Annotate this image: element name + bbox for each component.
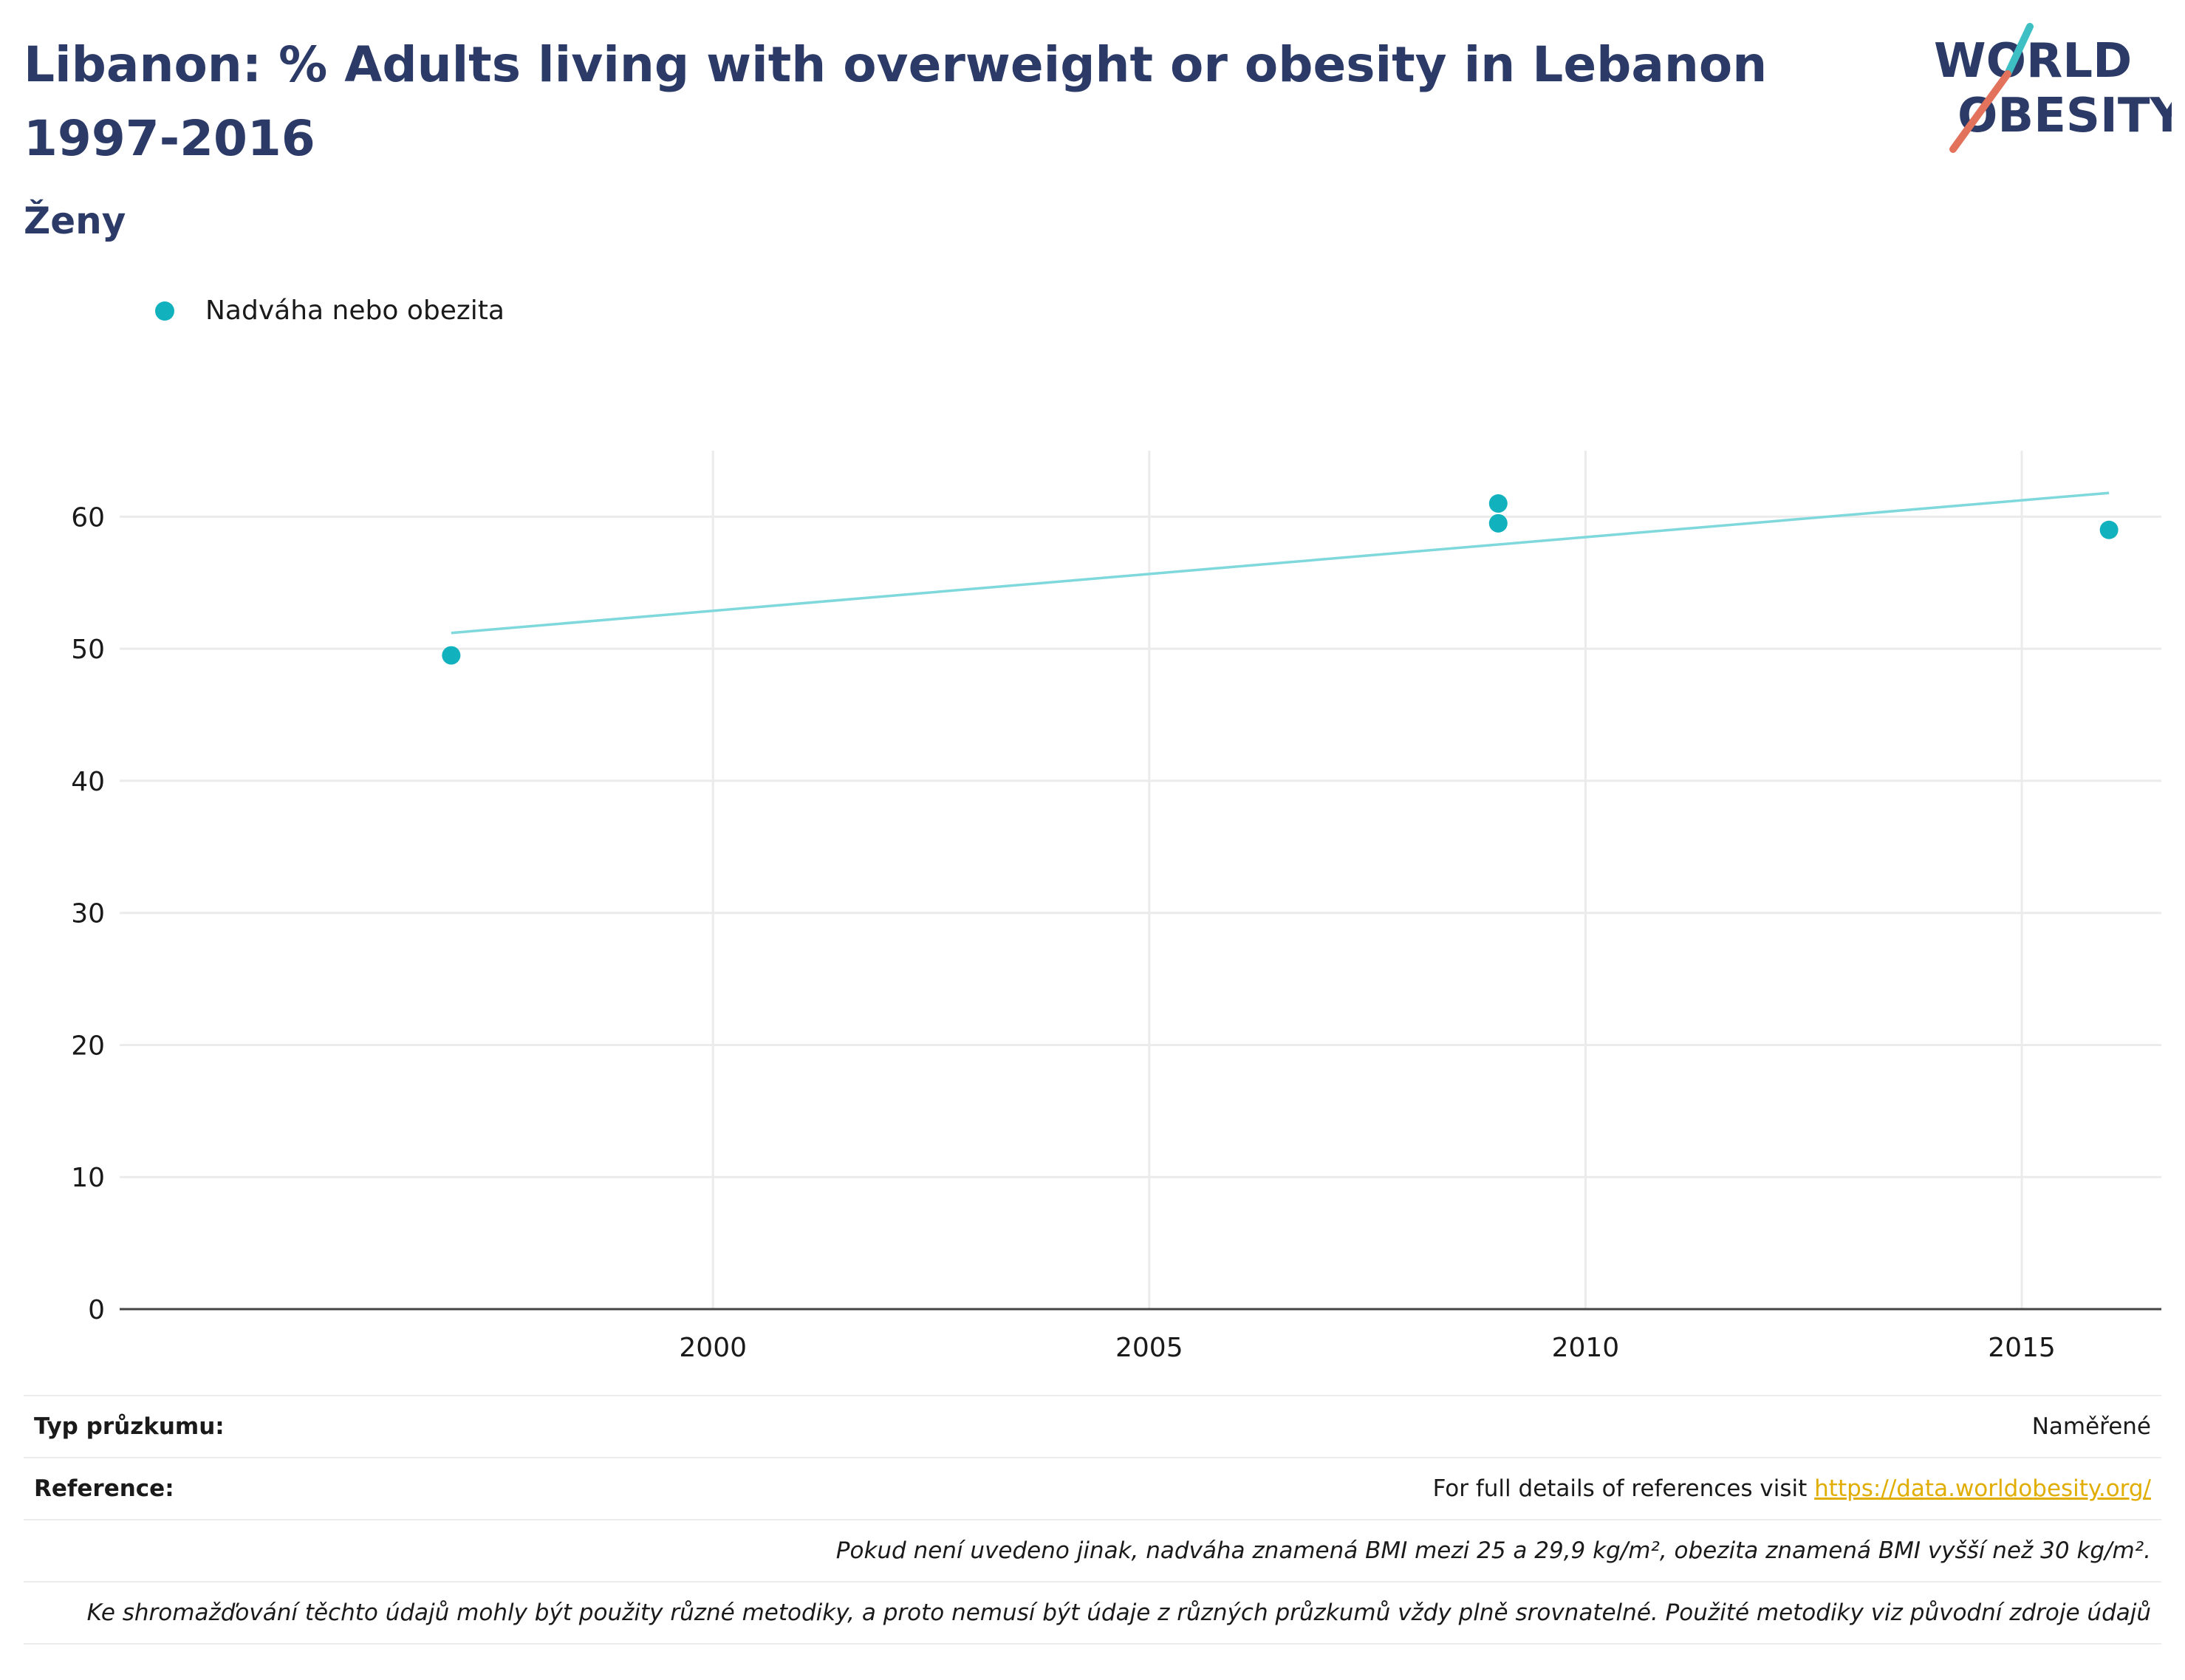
x-tick-label: 2015 <box>1988 1333 2056 1363</box>
legend: Nadváha nebo obezita <box>155 296 505 326</box>
note-bmi: Pokud není uvedeno jinak, nadváha znamen… <box>24 1519 2161 1582</box>
data-point <box>1488 494 1508 513</box>
reference-text: For full details of references visit <box>1432 1475 1815 1502</box>
survey-type-label: Typ průzkumu: <box>24 1395 499 1458</box>
chart-title: Libanon: % Adults living with overweight… <box>24 36 1768 167</box>
x-tick-label: 2010 <box>1552 1333 1620 1363</box>
note-methods: Ke shromažďování těchto údajů mohly být … <box>24 1581 2161 1645</box>
y-tick-label: 60 <box>71 502 105 533</box>
logo-text-world: WORLD <box>1934 34 2132 89</box>
trendline <box>451 491 2110 635</box>
data-point <box>2099 520 2119 539</box>
legend-marker <box>155 301 174 321</box>
y-tick-label: 10 <box>71 1163 105 1193</box>
y-tick-label: 50 <box>71 635 105 665</box>
note-row-bmi: Pokud není uvedeno jinak, nadváha znamen… <box>24 1519 2161 1582</box>
legend-label: Nadváha nebo obezita <box>205 296 505 326</box>
logo-slash-coral <box>1949 70 2011 153</box>
reference-label: Reference: <box>24 1457 499 1520</box>
data-point <box>442 646 461 665</box>
info-table: Typ průzkumu: Naměřené Reference: For fu… <box>24 1395 2161 1645</box>
logo-slash-teal <box>2004 23 2034 78</box>
x-tick-label: 2000 <box>679 1333 747 1363</box>
survey-type-row: Typ průzkumu: Naměřené <box>24 1395 2161 1458</box>
reference-value: For full details of references visit htt… <box>498 1457 2161 1520</box>
chart-subtitle: Ženy <box>24 199 126 242</box>
reference-row: Reference: For full details of reference… <box>24 1457 2161 1520</box>
survey-type-value: Naměřené <box>498 1395 2161 1458</box>
data-point <box>1488 513 1508 533</box>
y-tick-label: 40 <box>71 767 105 797</box>
x-tick-label: 2005 <box>1115 1333 1183 1363</box>
world-obesity-logo: WORLD OBESITY <box>1934 23 2172 153</box>
y-tick-label: 30 <box>71 899 105 929</box>
note-row-methods: Ke shromažďování těchto údajů mohly být … <box>24 1581 2161 1645</box>
scatter-chart: 0 10 20 30 40 50 60 2000 2005 2010 2015 <box>71 451 2161 1363</box>
y-tick-label: 20 <box>71 1031 105 1061</box>
y-tick-label: 0 <box>88 1295 105 1325</box>
reference-link[interactable]: https://data.worldobesity.org/ <box>1814 1475 2151 1502</box>
